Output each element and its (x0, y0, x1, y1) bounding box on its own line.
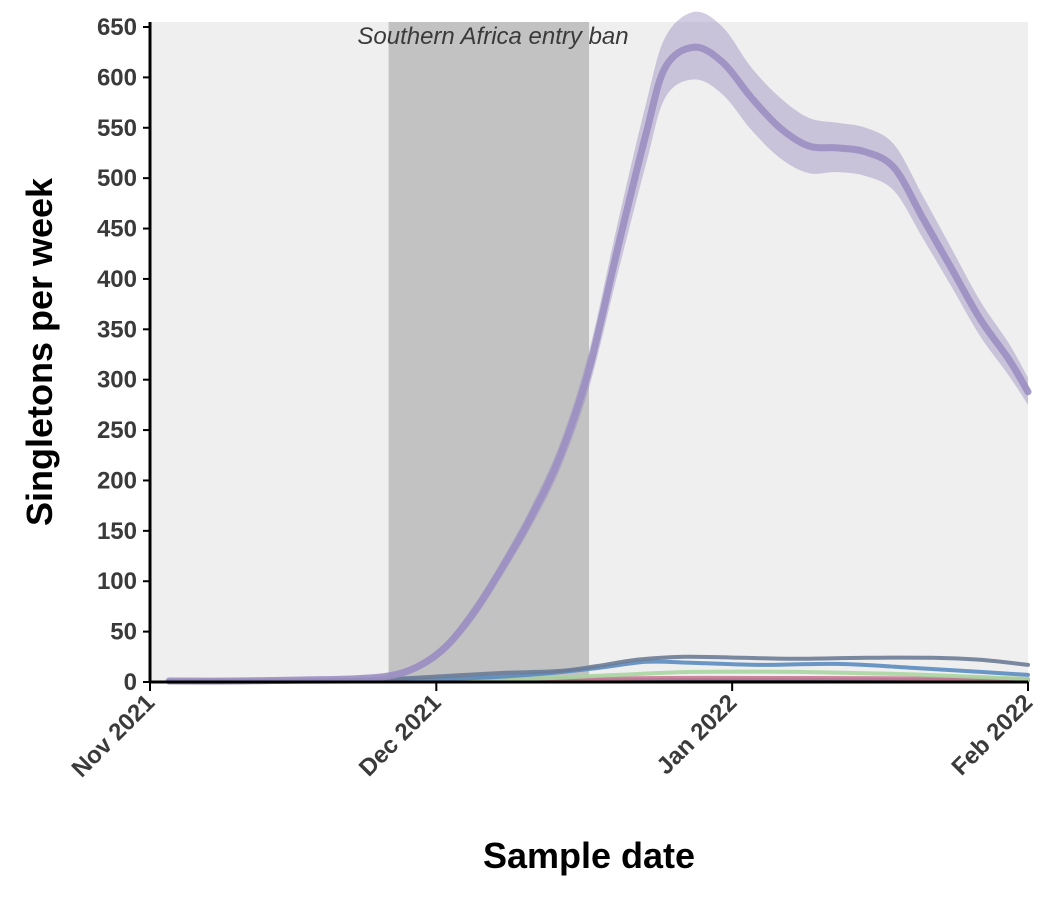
y-tick-label: 350 (97, 316, 137, 343)
y-axis-title: Singletons per week (19, 177, 60, 526)
y-tick-label: 0 (124, 669, 137, 696)
y-tick-label: 400 (97, 266, 137, 293)
y-tick-label: 50 (110, 619, 137, 646)
y-tick-label: 250 (97, 417, 137, 444)
x-ticks: Nov 2021 Dec 2021 Jan 2022 Feb 2022 (67, 682, 1039, 783)
x-tick-label: Feb 2022 (947, 689, 1039, 781)
y-tick-label: 150 (97, 518, 137, 545)
x-axis-title: Sample date (483, 835, 695, 876)
y-tick-label: 200 (97, 467, 137, 494)
series-0-band (169, 11, 1029, 683)
y-tick-label: 300 (97, 367, 137, 394)
series-0-line (165, 43, 1032, 685)
y-tick-label: 550 (97, 115, 137, 142)
entry-ban-region (388, 22, 589, 682)
entry-ban-label: Southern Africa entry ban (357, 23, 628, 50)
y-tick-label: 500 (97, 165, 137, 192)
x-tick-label: Dec 2021 (354, 689, 447, 782)
y-tick-label: 600 (97, 64, 137, 91)
y-ticks: 0 50 100 150 200 250 300 350 400 450 500 550 600 650 (97, 14, 150, 696)
x-tick-label: Jan 2022 (652, 689, 743, 780)
y-tick-label: 450 (97, 216, 137, 243)
y-tick-label: 650 (97, 14, 137, 41)
x-tick-label: Nov 2021 (67, 689, 161, 783)
y-tick-label: 100 (97, 568, 137, 595)
